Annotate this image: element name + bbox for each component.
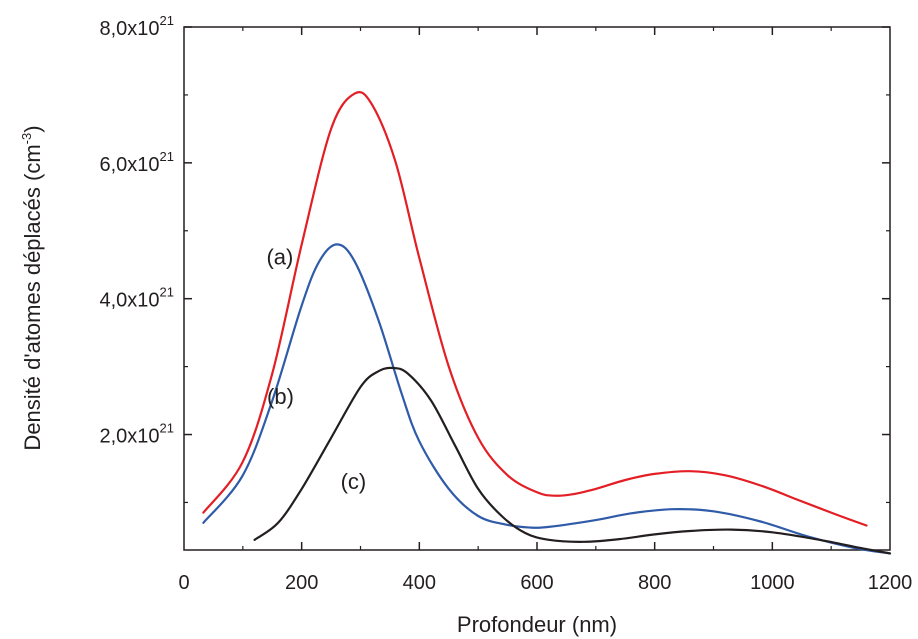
x-axis-title: Profondeur (nm) <box>457 612 617 637</box>
x-tick-label: 0 <box>178 572 189 594</box>
series-layer <box>202 91 892 555</box>
x-tick-label: 200 <box>285 572 318 594</box>
x-tick-label: 1200 <box>868 572 913 594</box>
y-axis-ticks: 2,0x1021 4,0x1021 6,0x1021 8,0x1021 <box>99 13 890 504</box>
y-axis-title-main: Densité d'atomes déplacés (cm <box>20 144 45 450</box>
x-tick-label: 800 <box>638 572 671 594</box>
series-line-b <box>202 243 892 555</box>
series-label-c: (c) <box>341 469 367 494</box>
series-line-a <box>202 91 868 527</box>
annotation-layer: (a) (b) (c) <box>266 245 366 494</box>
y-axis-title: Densité d'atomes déplacés (cm-3) <box>19 125 45 450</box>
series-label-b: (b) <box>267 384 294 409</box>
y-tick-label: 4,0x1021 <box>99 285 174 312</box>
x-axis-ticks: 0 200 400 600 800 1000 1200 <box>178 27 912 594</box>
y-axis-title-close: ) <box>20 125 45 132</box>
y-tick-label: 2,0x1021 <box>99 421 174 448</box>
y-tick-label: 8,0x1021 <box>99 13 174 40</box>
x-tick-label: 1000 <box>750 572 795 594</box>
y-axis-title-exponent: -3 <box>19 133 34 145</box>
x-tick-label: 400 <box>403 572 436 594</box>
y-tick-label: 6,0x1021 <box>99 149 174 176</box>
plot-frame <box>183 26 891 551</box>
series-line-c <box>253 366 892 555</box>
series-label-a: (a) <box>266 245 293 270</box>
x-tick-label: 600 <box>520 572 553 594</box>
